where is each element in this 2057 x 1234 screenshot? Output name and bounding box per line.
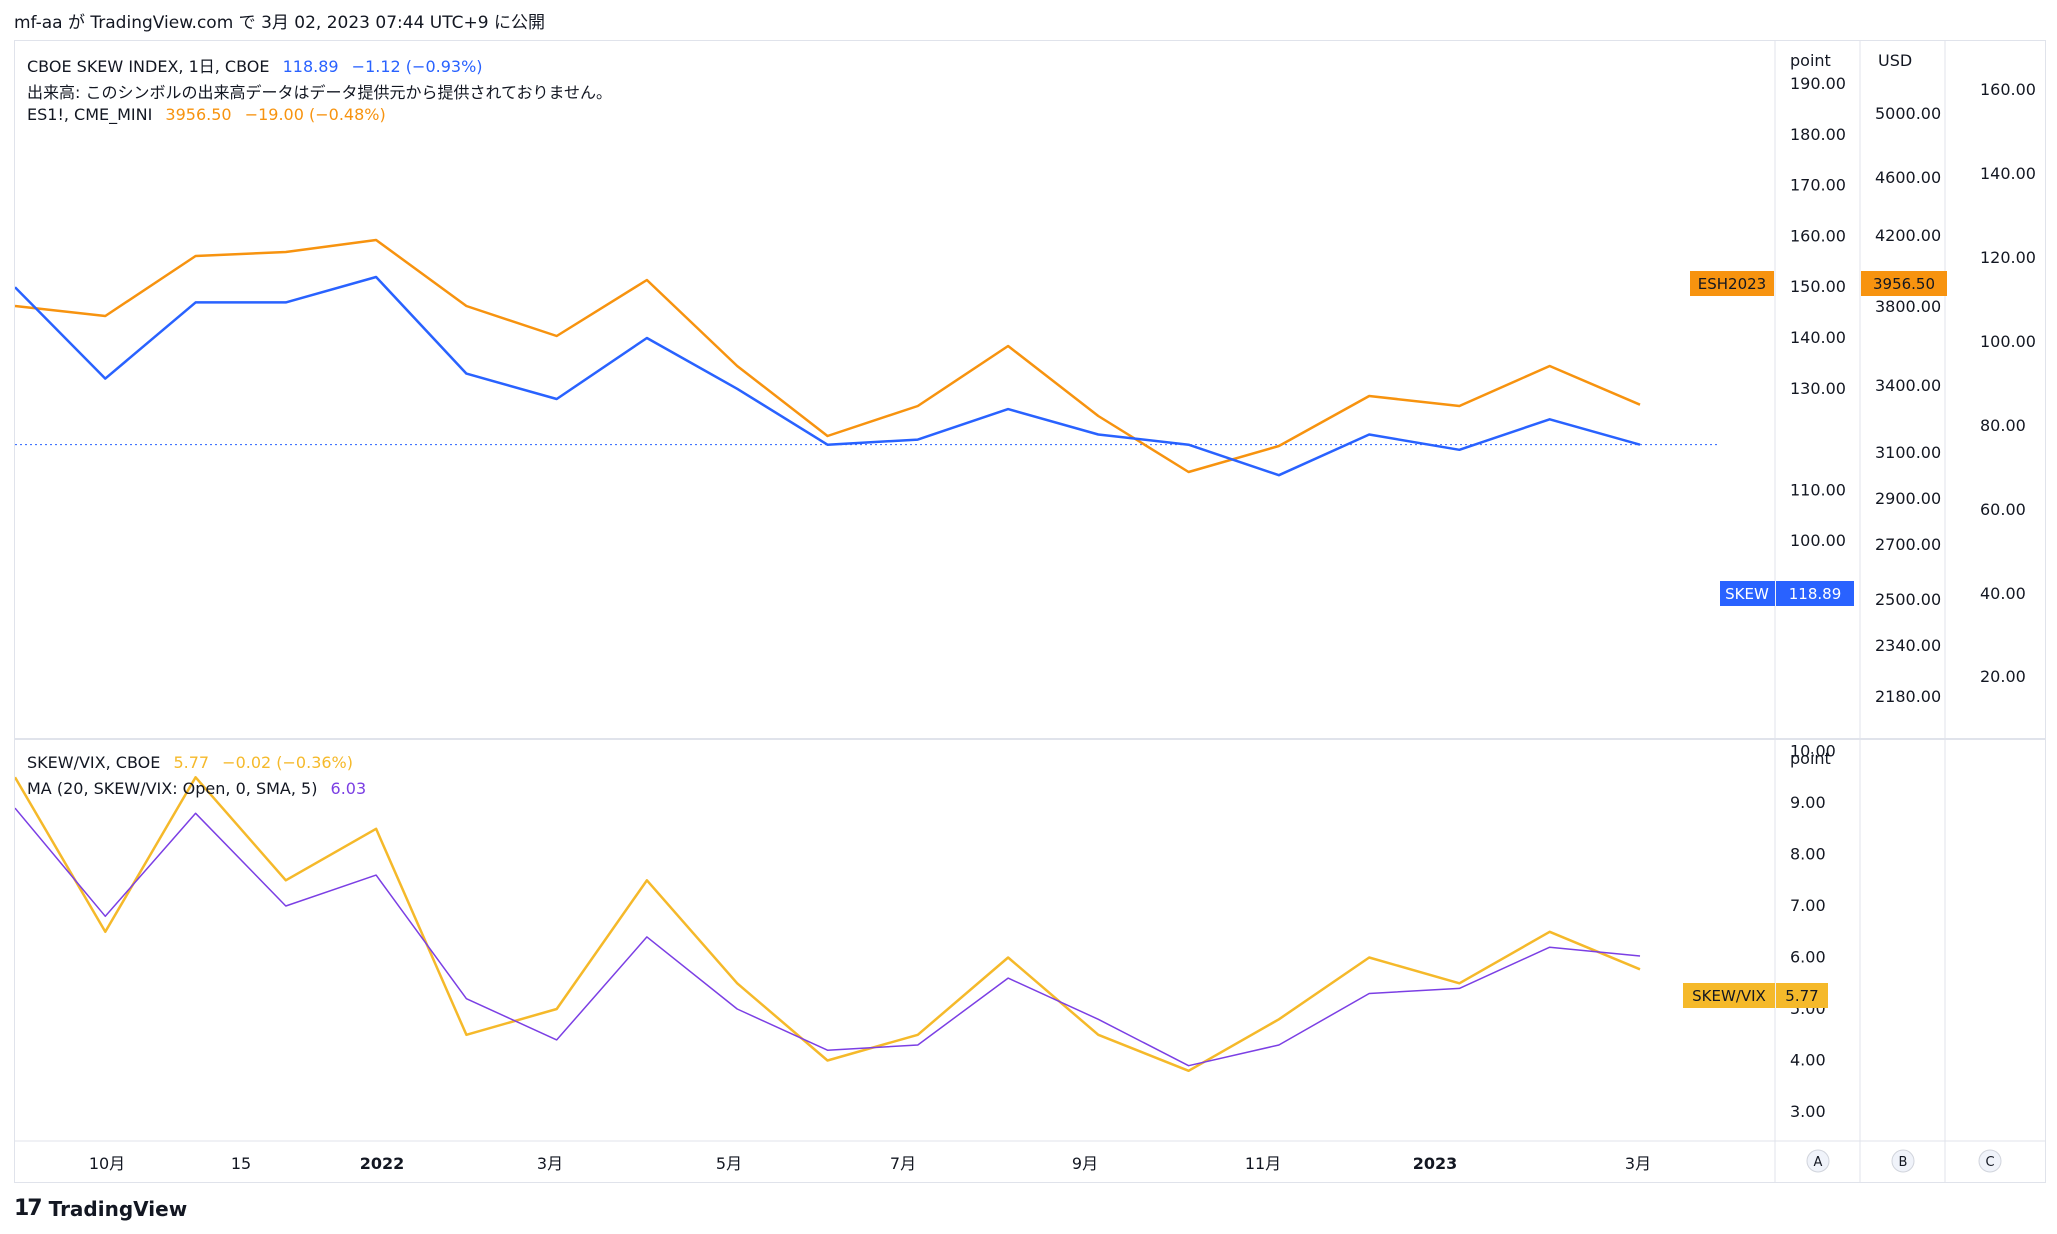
es-scale-tick: 3400.00 <box>1875 376 1941 395</box>
skew-scale-tick: 160.00 <box>1790 226 1846 245</box>
skew-scale-tick: 190.00 <box>1790 74 1846 93</box>
es-scale-tick: 4200.00 <box>1875 226 1941 245</box>
time-axis-tick: 7月 <box>890 1154 916 1173</box>
ma-legend-symbol: MA (20, SKEW/VIX: Open, 0, SMA, 5) <box>27 779 318 798</box>
skew-scale-tick: 130.00 <box>1790 379 1846 398</box>
skew-price-tag: 118.89 <box>1776 581 1854 606</box>
tradingview-logo-icon: 𝟭𝟳 <box>14 1196 43 1221</box>
es-scale-tick: 2180.00 <box>1875 687 1941 706</box>
time-axis-tick: 11月 <box>1245 1154 1281 1173</box>
time-axis-tick: 2022 <box>360 1154 405 1173</box>
scale-button-c[interactable]: C <box>1978 1149 2002 1173</box>
time-axis-tick: 3月 <box>1625 1154 1651 1173</box>
es-legend-change: −19.00 (−0.48%) <box>244 105 386 124</box>
c-scale-tick: 120.00 <box>1980 248 2036 267</box>
scale-button-a[interactable]: A <box>1806 1149 1830 1173</box>
svg-text:3956.50: 3956.50 <box>1873 275 1935 293</box>
c-scale-tick: 60.00 <box>1980 500 2026 519</box>
skew-scale-tick: 140.00 <box>1790 328 1846 347</box>
es-scale-tick: 4600.00 <box>1875 168 1941 187</box>
es-scale-tick: 2900.00 <box>1875 489 1941 508</box>
ratio-price-tag: 5.77 <box>1776 983 1828 1008</box>
es-legend-symbol: ES1!, CME_MINI <box>27 105 153 124</box>
svg-text:A: A <box>1814 1155 1823 1170</box>
time-axis-tick: 10月 <box>89 1154 125 1173</box>
ratio-scale-tick: 10.00 <box>1790 742 1836 761</box>
time-axis-tick: 9月 <box>1072 1154 1098 1173</box>
es-scale-unit: USD <box>1878 51 1912 70</box>
skew-legend-value: 118.89 <box>282 57 339 76</box>
skew-scale-unit: point <box>1790 51 1831 70</box>
ratio-scale-tick: 4.00 <box>1790 1051 1826 1070</box>
chart-frame: 190.00 180.00 170.00 160.00 150.00 140.00 130.… <box>13 40 2046 1183</box>
time-axis-tick: 5月 <box>716 1154 742 1173</box>
skew-scale-tick: 110.00 <box>1790 480 1846 499</box>
publish-info: mf-aa が TradingView.com で 3月 02, 2023 07… <box>14 13 545 33</box>
footer-brand-text: TradingView <box>48 1196 188 1221</box>
ratio-line <box>13 776 1641 1073</box>
time-axis-tick: 2023 <box>1413 1154 1458 1173</box>
c-scale-tick: 100.00 <box>1980 332 2036 351</box>
ratio-scale-tick: 8.00 <box>1790 845 1826 864</box>
es-price-tag: 3956.50 <box>1861 271 1947 296</box>
price-scales[interactable]: 190.00 180.00 170.00 160.00 150.00 140.00 130.… <box>1790 74 2036 1121</box>
es-scale-tick: 2340.00 <box>1875 636 1941 655</box>
ratio-scale-tick: 6.00 <box>1790 948 1826 967</box>
skew-scale-tick: 170.00 <box>1790 176 1846 195</box>
c-scale-tick: 140.00 <box>1980 164 2036 183</box>
time-axis-tick: 15 <box>231 1154 251 1173</box>
ma-line <box>14 807 1641 1067</box>
svg-text:ESH2023: ESH2023 <box>1698 275 1766 293</box>
skew-legend-change: −1.12 (−0.93%) <box>351 57 483 76</box>
es-scale-tick: 3100.00 <box>1875 443 1941 462</box>
svg-text:SKEW/VIX: SKEW/VIX <box>1692 987 1766 1005</box>
scale-button-b[interactable]: B <box>1891 1149 1915 1173</box>
ma-legend[interactable]: MA (20, SKEW/VIX: Open, 0, SMA, 5) 6.03 <box>27 779 366 798</box>
ratio-legend-value: 5.77 <box>173 753 210 772</box>
volume-note: 出来高: このシンボルの出来高データはデータ提供元から提供されておりません。 <box>27 83 613 102</box>
skew-legend-symbol: CBOE SKEW INDEX, 1日, CBOE <box>27 57 270 76</box>
es-scale-tick: 3800.00 <box>1875 297 1941 316</box>
c-scale-tick: 80.00 <box>1980 416 2026 435</box>
es-scale-tick: 5000.00 <box>1875 104 1941 123</box>
skew-tag: SKEW <box>1720 581 1775 606</box>
ratio-scale-tick: 3.00 <box>1790 1102 1826 1121</box>
es-line <box>14 238 1641 474</box>
ratio-scale-tick: 9.00 <box>1790 793 1826 812</box>
c-scale-tick: 20.00 <box>1980 667 2026 686</box>
es-contract-tag: ESH2023 <box>1690 271 1774 296</box>
svg-text:5.77: 5.77 <box>1785 987 1818 1005</box>
svg-text:118.89: 118.89 <box>1789 585 1842 603</box>
ratio-legend-symbol: SKEW/VIX, CBOE <box>27 753 161 772</box>
time-axis[interactable]: 10月 15 2022 3月 5月 7月 9月 11月 2023 3月 <box>89 1154 1651 1173</box>
skew-scale-tick: 150.00 <box>1790 277 1846 296</box>
ratio-scale-unit: point <box>1790 749 1831 768</box>
es-scale-tick: 2500.00 <box>1875 590 1941 609</box>
c-scale-tick: 160.00 <box>1980 80 2036 99</box>
c-scale-tick: 40.00 <box>1980 584 2026 603</box>
time-axis-tick: 3月 <box>537 1154 563 1173</box>
ratio-legend[interactable]: SKEW/VIX, CBOE 5.77 −0.02 (−0.36%) <box>27 753 353 772</box>
es-scale-tick: 2700.00 <box>1875 535 1941 554</box>
ratio-scale-tick: 7.00 <box>1790 896 1826 915</box>
skew-line <box>14 275 1641 477</box>
ratio-tag: SKEW/VIX <box>1683 983 1775 1008</box>
svg-text:C: C <box>1985 1155 1994 1170</box>
skew-scale-tick: 180.00 <box>1790 125 1846 144</box>
es-legend-value: 3956.50 <box>165 105 232 124</box>
series-lines <box>13 238 1720 1073</box>
svg-text:SKEW: SKEW <box>1725 585 1769 603</box>
footer-brand[interactable]: 𝟭𝟳 TradingView <box>14 1196 187 1221</box>
ratio-legend-change: −0.02 (−0.36%) <box>222 753 353 772</box>
ma-legend-value: 6.03 <box>330 779 367 798</box>
svg-text:B: B <box>1899 1155 1908 1170</box>
chart-canvas[interactable]: 190.00 180.00 170.00 160.00 150.00 140.00 130.… <box>13 41 2045 1182</box>
skew-scale-tick: 100.00 <box>1790 531 1846 550</box>
skew-legend[interactable]: CBOE SKEW INDEX, 1日, CBOE 118.89 −1.12 (… <box>27 53 483 77</box>
es-legend[interactable]: ES1!, CME_MINI 3956.50 −19.00 (−0.48%) <box>27 105 386 124</box>
